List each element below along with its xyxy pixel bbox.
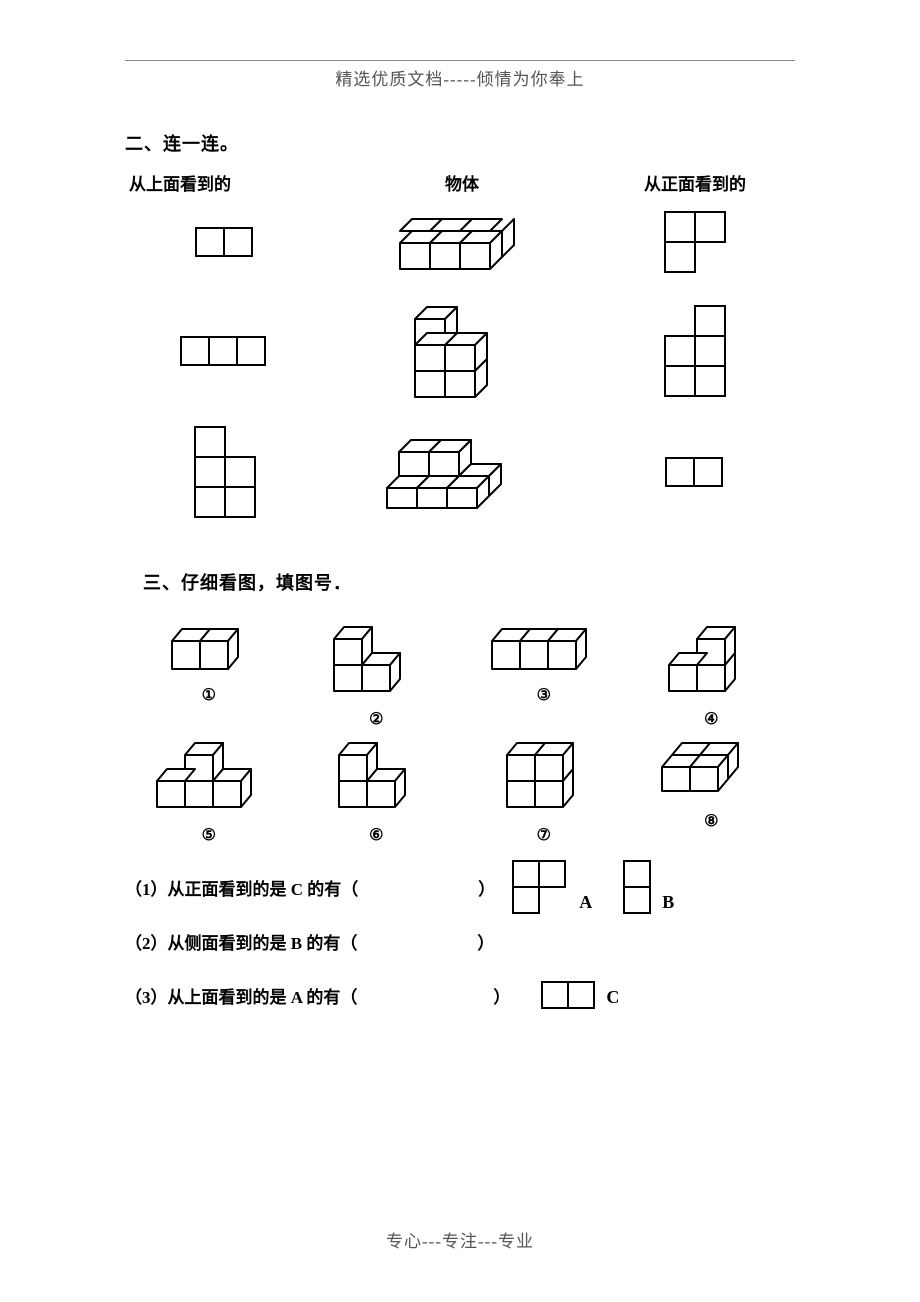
q3-item-4: ④ <box>636 623 786 729</box>
q2-mid-1 <box>360 207 560 277</box>
q3-label-3: ③ <box>537 685 551 705</box>
section2-title: 二、连一连。 <box>125 130 795 156</box>
q2-row-1 <box>125 207 795 277</box>
q2-left-2 <box>125 336 325 366</box>
q3-option-C: C <box>540 980 619 1010</box>
q3-item-2: ② <box>301 623 451 729</box>
q3-row-top: ① ② <box>125 623 795 729</box>
q3-q3-text: （3）从上面看到的是 A 的有（ <box>125 983 357 1008</box>
q3-rparen-2: ） <box>477 929 494 954</box>
q3-label-2: ② <box>369 709 383 729</box>
col-header-right: 从正面看到的 <box>595 170 795 195</box>
q3-label-B: B <box>662 892 674 913</box>
q2-mid-2 <box>360 301 560 401</box>
q3-label-7: ⑦ <box>537 825 551 845</box>
q3-item-5: ⑤ <box>134 739 284 845</box>
q3-q1-text: （1）从正面看到的是 C 的有（ <box>125 875 358 900</box>
q2-mid-3 <box>360 432 560 512</box>
q3-option-A: A <box>511 859 592 915</box>
q3-label-4: ④ <box>704 709 718 729</box>
q2-left-3 <box>125 425 325 519</box>
q3-rparen-1: ） <box>478 875 495 900</box>
q3-q2-text: （2）从侧面看到的是 B 的有（ <box>125 929 357 954</box>
q2-right-3 <box>595 457 795 487</box>
document-page: 精选优质文档-----倾情为你奉上 二、连一连。 从上面看到的 物体 从正面看到… <box>0 0 920 1302</box>
q2-row-3 <box>125 425 795 519</box>
q3-question-2: （2）从侧面看到的是 B 的有（ ） <box>125 919 795 963</box>
section3: 三、仔细看图，填图号． ① <box>125 569 795 1017</box>
section3-title: 三、仔细看图，填图号． <box>143 569 795 595</box>
q3-label-A: A <box>579 892 592 913</box>
q3-questions: （1）从正面看到的是 C 的有（ ） A B <box>125 865 795 1017</box>
footer-text: 专心---专注---专业 <box>0 1227 920 1252</box>
header-rule <box>125 60 795 61</box>
q3-question-3: （3）从上面看到的是 A 的有（ ） C <box>125 973 795 1017</box>
q2-left-1 <box>125 227 325 257</box>
q3-label-8: ⑧ <box>704 811 718 831</box>
col-header-mid: 物体 <box>362 170 562 195</box>
q3-item-8: ⑧ <box>636 739 786 845</box>
q3-label-6: ⑥ <box>369 825 383 845</box>
q3-item-7: ⑦ <box>469 739 619 845</box>
q3-label-C: C <box>606 987 619 1008</box>
col-header-left: 从上面看到的 <box>125 170 329 195</box>
q3-item-6: ⑥ <box>301 739 451 845</box>
q2-right-1 <box>595 210 795 274</box>
q3-label-1: ① <box>202 685 216 705</box>
q3-item-1: ① <box>134 623 284 729</box>
q3-question-1: （1）从正面看到的是 C 的有（ ） A B <box>125 865 795 909</box>
q3-row-bottom: ⑤ ⑥ <box>125 739 795 845</box>
q2-column-headers: 从上面看到的 物体 从正面看到的 <box>125 170 795 195</box>
q3-item-3: ③ <box>469 623 619 729</box>
q3-label-5: ⑤ <box>202 825 216 845</box>
q2-right-2 <box>595 304 795 398</box>
q3-rparen-3: ） <box>493 983 510 1008</box>
q2-row-2 <box>125 301 795 401</box>
header-text: 精选优质文档-----倾情为你奉上 <box>125 65 795 90</box>
q3-option-B: B <box>622 859 674 915</box>
